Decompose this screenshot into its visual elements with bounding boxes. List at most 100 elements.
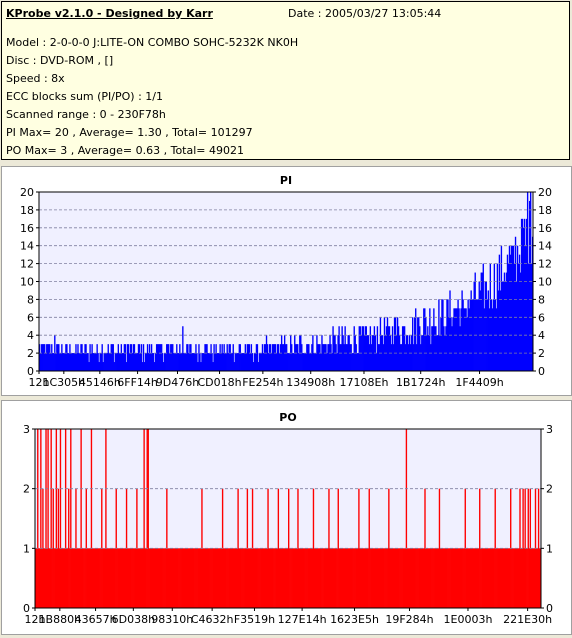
po-bar xyxy=(433,548,435,608)
pi-bar xyxy=(287,353,289,371)
pi-bar xyxy=(193,353,195,371)
po-bar xyxy=(51,548,53,608)
pi-bar xyxy=(356,353,358,371)
po-bar xyxy=(526,548,528,608)
pi-bar xyxy=(305,353,307,371)
po-bar xyxy=(199,548,201,608)
pi-bar xyxy=(430,344,432,371)
po-bar xyxy=(235,548,237,608)
po-bar xyxy=(187,548,190,608)
po-bar xyxy=(205,548,207,608)
po-bar xyxy=(169,548,171,608)
po-xtick-label: 12h xyxy=(25,613,46,626)
pi-bar xyxy=(362,326,364,371)
po-bar xyxy=(379,548,382,608)
po-bar xyxy=(441,548,444,608)
po-bar xyxy=(160,548,163,608)
pi-bar xyxy=(511,245,514,371)
po-bar xyxy=(501,548,504,608)
pi-bar xyxy=(467,299,469,371)
po-bar xyxy=(178,548,180,608)
po-bar xyxy=(426,548,428,608)
po-bar xyxy=(469,548,472,608)
pi-bar xyxy=(313,353,315,371)
pi-bar xyxy=(84,344,86,371)
pi-bar xyxy=(312,335,314,371)
po-bar xyxy=(512,548,514,608)
po-bar xyxy=(288,488,290,608)
po-bar xyxy=(141,548,143,608)
po-bar xyxy=(79,548,81,608)
pi-bar xyxy=(521,218,524,371)
pi-bar xyxy=(132,344,135,371)
pi-bar xyxy=(293,353,295,371)
pi-bar xyxy=(303,353,305,371)
pi-bar xyxy=(491,308,494,371)
po-bar xyxy=(442,548,445,608)
pi-bar xyxy=(296,344,298,371)
po-bar xyxy=(250,548,253,608)
pi-bar xyxy=(40,353,42,371)
pi-bar xyxy=(91,344,93,371)
pi-bar xyxy=(61,344,63,371)
pi-ytick-label-right: 2 xyxy=(538,347,545,360)
pi-bar xyxy=(393,317,396,371)
po-bar xyxy=(299,548,301,608)
disc-line: Disc : DVD-ROM , [] xyxy=(6,54,114,67)
pi-xtick-label: 17108Eh xyxy=(340,376,389,389)
pi-bar xyxy=(456,308,458,371)
po-bar xyxy=(143,429,145,608)
pi-bar xyxy=(498,254,501,371)
po-bar xyxy=(47,429,49,608)
po-bar xyxy=(248,548,251,608)
po-bar xyxy=(454,548,456,608)
po-bar xyxy=(474,548,477,608)
pi-ytick-label: 16 xyxy=(20,222,34,235)
pi-bar xyxy=(106,353,108,371)
pi-bar xyxy=(254,353,257,371)
pi-bar xyxy=(401,326,404,371)
po-bar xyxy=(59,429,62,608)
po-bar xyxy=(227,548,229,608)
pi-bar xyxy=(228,344,230,371)
pi-bar xyxy=(310,353,312,371)
po-bar xyxy=(265,548,267,608)
pi-bar xyxy=(155,344,158,371)
pi-title: PI xyxy=(280,174,292,187)
pi-bar xyxy=(507,263,510,371)
pi-bar xyxy=(241,353,243,371)
po-bar xyxy=(142,548,144,608)
pi-bar xyxy=(226,344,228,371)
pi-bar xyxy=(306,344,308,371)
pi-bar xyxy=(214,353,216,371)
pi-bar xyxy=(308,344,310,371)
po-bar xyxy=(530,548,533,608)
pi-bar xyxy=(437,335,439,371)
po-bar xyxy=(292,548,294,608)
po-bar xyxy=(482,548,484,608)
po-bar xyxy=(252,548,255,608)
po-bar xyxy=(232,548,234,608)
po-bar xyxy=(57,488,60,608)
po-bar xyxy=(536,548,539,608)
po-bar xyxy=(305,548,307,608)
pi-bar xyxy=(460,308,462,371)
pi-bar xyxy=(216,353,218,371)
po-bar xyxy=(84,548,86,608)
pi-bar xyxy=(273,344,276,371)
pi-bar xyxy=(392,344,395,371)
po-bar xyxy=(60,548,63,608)
pi-bar xyxy=(274,344,277,371)
po-bar xyxy=(515,548,517,608)
po-bar xyxy=(471,548,474,608)
po-bar xyxy=(449,548,451,608)
pi-bar xyxy=(174,353,176,371)
pi-bar xyxy=(160,344,163,371)
pi-bar xyxy=(90,353,92,371)
pi-bar xyxy=(68,353,70,371)
pi-bar xyxy=(369,326,372,371)
pi-bar xyxy=(451,326,453,371)
pi-bar xyxy=(295,344,297,371)
po-bar xyxy=(444,548,447,608)
po-bar xyxy=(94,548,97,608)
